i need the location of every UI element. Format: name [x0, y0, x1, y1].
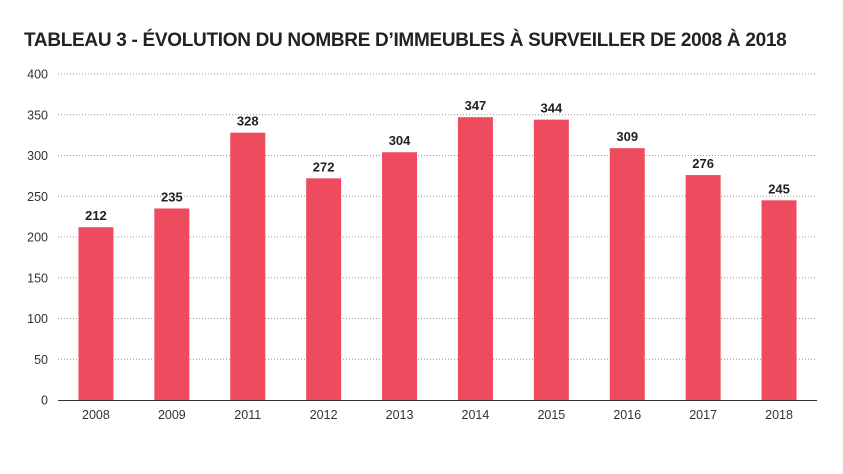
x-tick-label: 2015: [537, 408, 565, 422]
y-tick-label: 250: [27, 190, 48, 204]
x-tick-label: 2011: [234, 408, 261, 422]
y-tick-label: 200: [27, 231, 48, 245]
data-label-2017: 276: [692, 156, 714, 171]
data-label-2015: 344: [540, 101, 562, 116]
y-tick-label: 400: [27, 68, 48, 82]
x-tick-label: 2018: [765, 408, 793, 422]
bar-2017: [685, 175, 721, 400]
x-tick-label: 2008: [82, 408, 110, 422]
bar-2014: [457, 117, 493, 400]
data-labels: 212 235 328 272 304 347 344 309 276 245: [85, 98, 790, 223]
data-label-2013: 304: [389, 133, 411, 148]
bar-2011: [230, 132, 266, 400]
x-axis-ticks: 2008 2009 2011 2012 2013 2014 2015 2016 2017 2018: [82, 408, 793, 422]
bar-2013: [382, 152, 418, 400]
x-tick-label: 2014: [462, 408, 490, 422]
data-label-2009: 235: [161, 189, 183, 204]
data-label-2016: 309: [616, 129, 638, 144]
bar-2015: [533, 119, 569, 400]
data-label-2012: 272: [313, 159, 335, 174]
bar-2016: [609, 148, 645, 400]
x-tick-label: 2017: [689, 408, 717, 422]
bar-2012: [306, 178, 342, 400]
x-tick-label: 2012: [310, 408, 338, 422]
data-label-2011: 328: [237, 114, 259, 129]
chart-title: TABLEAU 3 - ÉVOLUTION DU NOMBRE D’IMMEUB…: [24, 30, 787, 51]
y-tick-label: 50: [34, 353, 48, 367]
x-tick-label: 2013: [386, 408, 414, 422]
y-tick-label: 150: [27, 271, 48, 285]
y-tick-label: 0: [41, 394, 48, 408]
data-label-2018: 245: [768, 181, 790, 196]
y-tick-label: 100: [27, 312, 48, 326]
data-label-2014: 347: [465, 98, 487, 113]
bars: [78, 117, 797, 400]
y-tick-label: 300: [27, 149, 48, 163]
bar-2018: [761, 200, 797, 400]
y-axis-ticks: 0 50 100 150 200 250 300 350 400: [27, 68, 48, 408]
x-tick-label: 2009: [158, 408, 186, 422]
bar-2009: [154, 208, 190, 400]
bar-2008: [78, 227, 114, 400]
x-tick-label: 2016: [613, 408, 641, 422]
data-label-2008: 212: [85, 208, 107, 223]
y-tick-label: 350: [27, 108, 48, 122]
